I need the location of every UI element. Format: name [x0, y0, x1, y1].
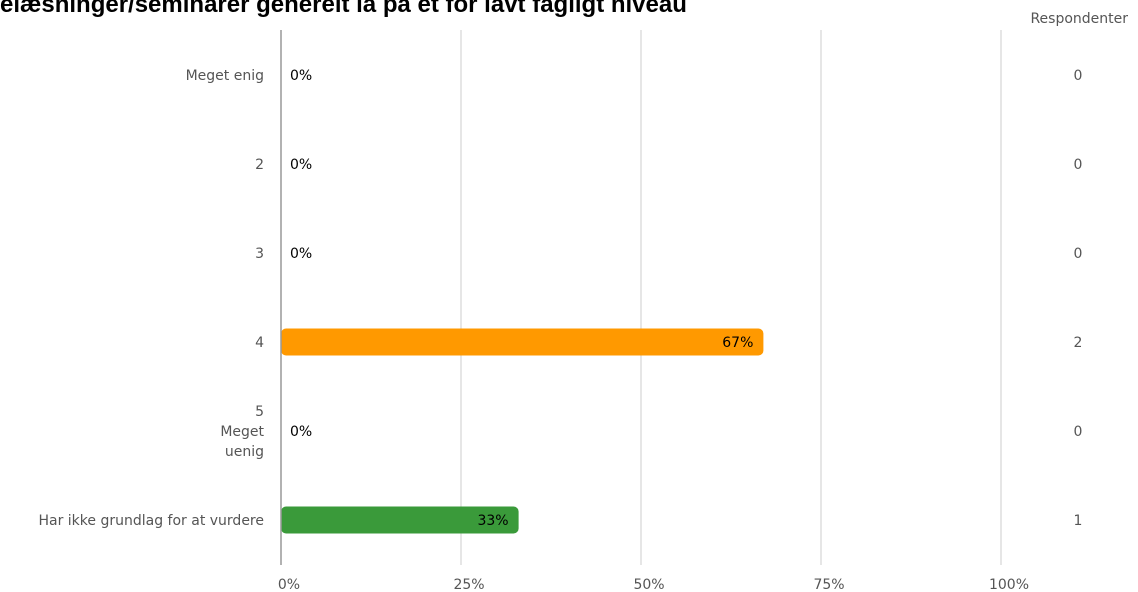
category-label: Har ikke grundlag for at vurdere — [38, 513, 264, 529]
category-label: uenig — [225, 444, 264, 460]
respondent-count: 0 — [1074, 246, 1083, 262]
chart-title: elæsninger/seminarer generelt lå på et f… — [0, 0, 687, 18]
respondent-count: 0 — [1074, 424, 1083, 440]
category-label: 4 — [255, 335, 264, 351]
respondent-count: 0 — [1074, 68, 1083, 84]
respondent-count: 2 — [1074, 335, 1083, 351]
category-label: Meget enig — [186, 68, 264, 84]
data-label: 0% — [290, 246, 312, 262]
x-tick-label: 25% — [453, 577, 484, 592]
category-label: Meget — [220, 424, 264, 440]
bar — [281, 506, 519, 534]
category-label: 5 — [255, 404, 264, 420]
x-tick-label: 50% — [633, 577, 664, 592]
category-label: 2 — [255, 157, 264, 173]
x-tick-label: 0% — [278, 577, 300, 592]
data-label: 0% — [290, 157, 312, 173]
x-tick-label: 100% — [989, 577, 1029, 592]
data-label: 67% — [722, 335, 753, 351]
respondents-header: Respondenter — [1030, 11, 1128, 27]
x-tick-label: 75% — [813, 577, 844, 592]
respondent-count: 1 — [1074, 513, 1083, 529]
respondent-count: 0 — [1074, 157, 1083, 173]
data-label: 0% — [290, 424, 312, 440]
data-label: 0% — [290, 68, 312, 84]
bar — [281, 328, 764, 356]
data-label: 33% — [477, 513, 508, 529]
category-label: 3 — [255, 246, 264, 262]
